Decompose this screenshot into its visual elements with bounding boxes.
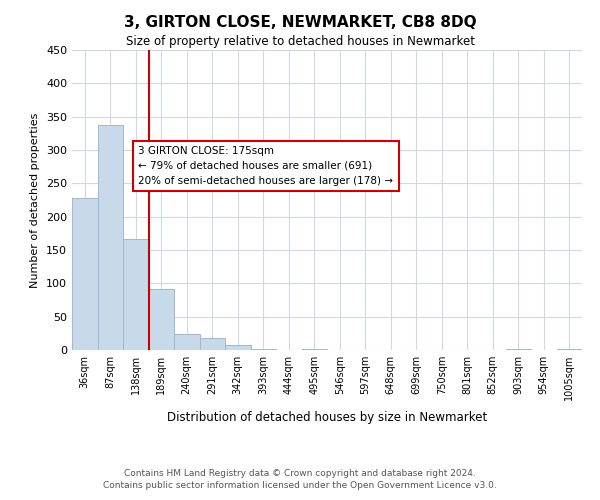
Text: Size of property relative to detached houses in Newmarket: Size of property relative to detached ho… [125,35,475,48]
Bar [174,334,199,350]
Bar [225,346,251,350]
Text: 3 GIRTON CLOSE: 175sqm
← 79% of detached houses are smaller (691)
20% of semi-de: 3 GIRTON CLOSE: 175sqm ← 79% of detached… [139,146,394,186]
Text: Contains HM Land Registry data © Crown copyright and database right 2024.
Contai: Contains HM Land Registry data © Crown c… [103,468,497,490]
Y-axis label: Number of detached properties: Number of detached properties [31,112,40,288]
Bar [123,240,149,350]
X-axis label: Distribution of detached houses by size in Newmarket: Distribution of detached houses by size … [167,412,487,424]
Bar [97,124,123,350]
Bar [199,338,225,350]
Text: 3, GIRTON CLOSE, NEWMARKET, CB8 8DQ: 3, GIRTON CLOSE, NEWMARKET, CB8 8DQ [124,15,476,30]
Bar [72,198,97,350]
Bar [149,290,174,350]
